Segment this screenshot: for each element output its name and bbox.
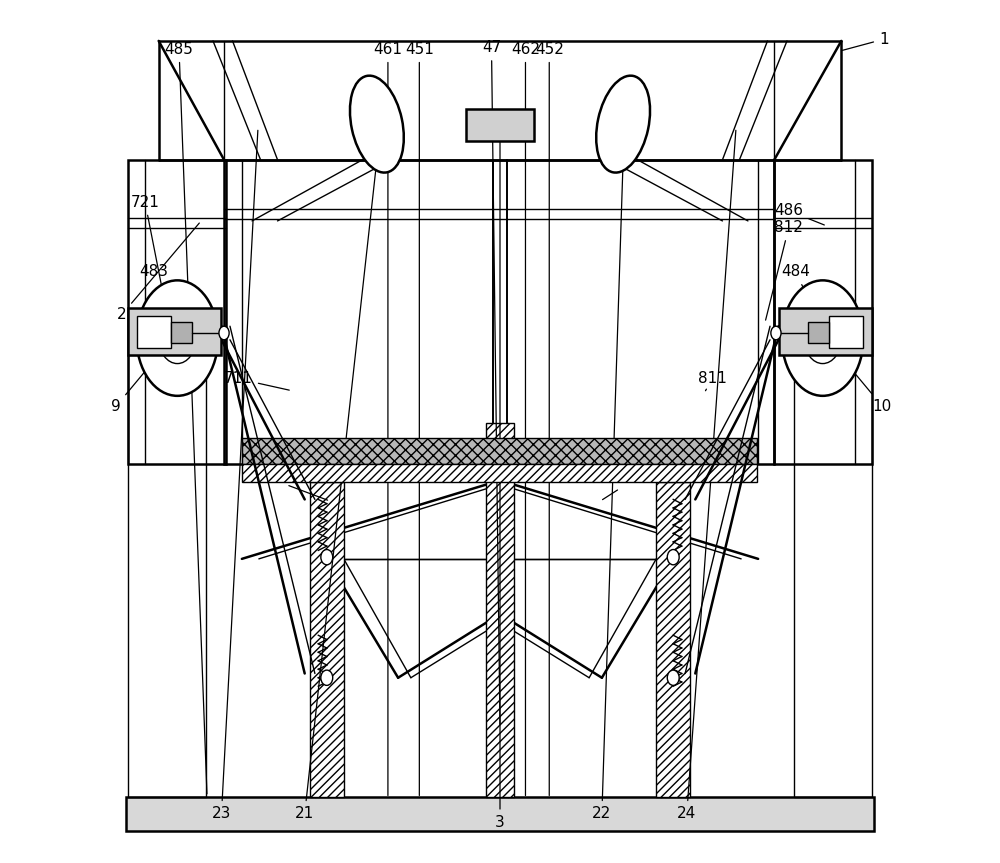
Bar [128,160,226,463]
Ellipse shape [350,76,404,173]
Ellipse shape [137,280,218,396]
Text: 721: 721 [131,195,167,312]
Text: 461: 461 [373,42,402,796]
Ellipse shape [782,280,863,396]
Bar [242,438,757,463]
Text: 483: 483 [139,264,182,308]
Ellipse shape [219,326,229,340]
Text: 47: 47 [482,41,501,724]
Bar [794,355,872,797]
Bar [171,322,192,343]
Text: 3: 3 [495,120,505,829]
Text: 482: 482 [603,470,650,500]
Bar [126,797,874,830]
Text: 811: 811 [698,371,727,391]
Text: 21: 21 [295,162,377,821]
Ellipse shape [771,326,781,340]
Text: 486: 486 [774,203,824,225]
Text: 22: 22 [592,162,623,821]
Text: 812: 812 [766,220,803,320]
Text: 2: 2 [117,223,199,322]
Ellipse shape [596,76,650,173]
Text: 485: 485 [165,42,207,794]
Text: 462: 462 [511,42,540,796]
Bar [466,109,534,142]
Bar [808,322,829,343]
Bar [224,160,774,463]
Ellipse shape [321,670,333,685]
Text: 481: 481 [255,470,328,501]
Bar [242,463,757,482]
Bar [128,355,206,797]
Text: 452: 452 [535,42,564,796]
Bar [829,316,863,349]
Bar [128,308,221,355]
Text: 23: 23 [212,130,258,821]
Text: 1: 1 [842,32,889,50]
Bar [310,482,344,797]
Bar [137,316,171,349]
Ellipse shape [321,550,333,564]
Text: 484: 484 [781,264,813,307]
Text: 9: 9 [111,357,157,413]
Bar [486,423,514,797]
Text: 711: 711 [224,371,289,390]
Text: 451: 451 [405,42,434,796]
Text: 24: 24 [677,130,736,821]
Bar [774,160,872,463]
Bar [656,482,690,797]
Ellipse shape [667,670,679,685]
Bar [779,308,872,355]
Ellipse shape [667,550,679,564]
Text: 10: 10 [841,357,892,413]
